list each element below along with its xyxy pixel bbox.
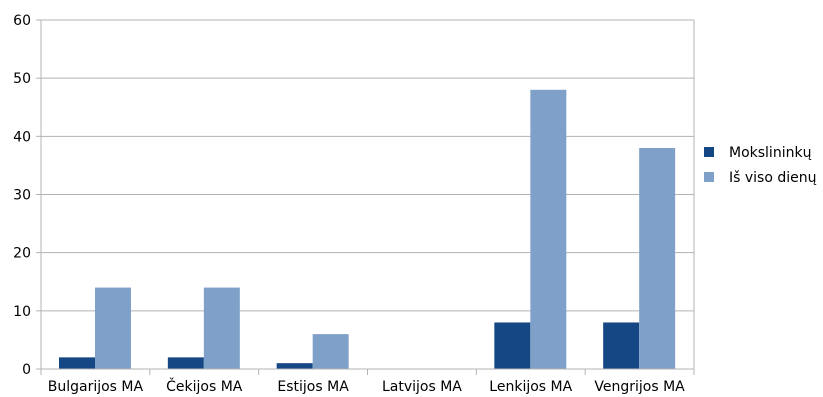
legend-label: Iš viso dienų [729,170,817,186]
y-tick-label: 30 [13,188,31,204]
bar-mokslininku-0 [59,357,95,369]
y-tick-label: 10 [13,304,31,320]
legend-swatch [704,147,714,157]
x-tick-label: Lenkijos MA [489,379,572,395]
y-tick-label: 50 [13,71,31,87]
bar-mokslininku-4 [494,322,531,369]
bar-is-viso-dienu-0 [95,287,131,369]
y-tick-label: 60 [13,13,31,29]
y-tick-label: 40 [13,129,31,145]
bar-mokslininku-5 [603,322,640,369]
bars [59,89,676,370]
legend: Mokslininkų Iš viso dienų [704,145,817,186]
y-axis-ticks: 0 10 20 30 40 50 60 [13,13,41,378]
bar-is-viso-dienu-1 [203,287,240,369]
bar-mokslininku-2 [276,363,313,369]
legend-label: Mokslininkų [729,145,812,161]
bar-mokslininku-1 [167,357,204,369]
bar-is-viso-dienu-4 [530,89,567,370]
x-axis: Bulgarijos MA Čekijos MA Estijos MA Latvijo… [40,20,695,395]
x-tick-label: Čekijos MA [166,377,243,395]
x-tick-label: Vengrijos MA [594,379,685,395]
legend-swatch [704,172,714,182]
gridlines [41,19,695,369]
x-tick-label: Bulgarijos MA [48,379,144,395]
y-tick-label: 20 [13,246,31,262]
bar-is-viso-dienu-2 [312,334,349,369]
bar-is-viso-dienu-5 [639,147,676,369]
x-tick-label: Latvijos MA [382,379,462,395]
x-tick-label: Estijos MA [277,379,349,395]
y-tick-label: 0 [22,362,31,378]
